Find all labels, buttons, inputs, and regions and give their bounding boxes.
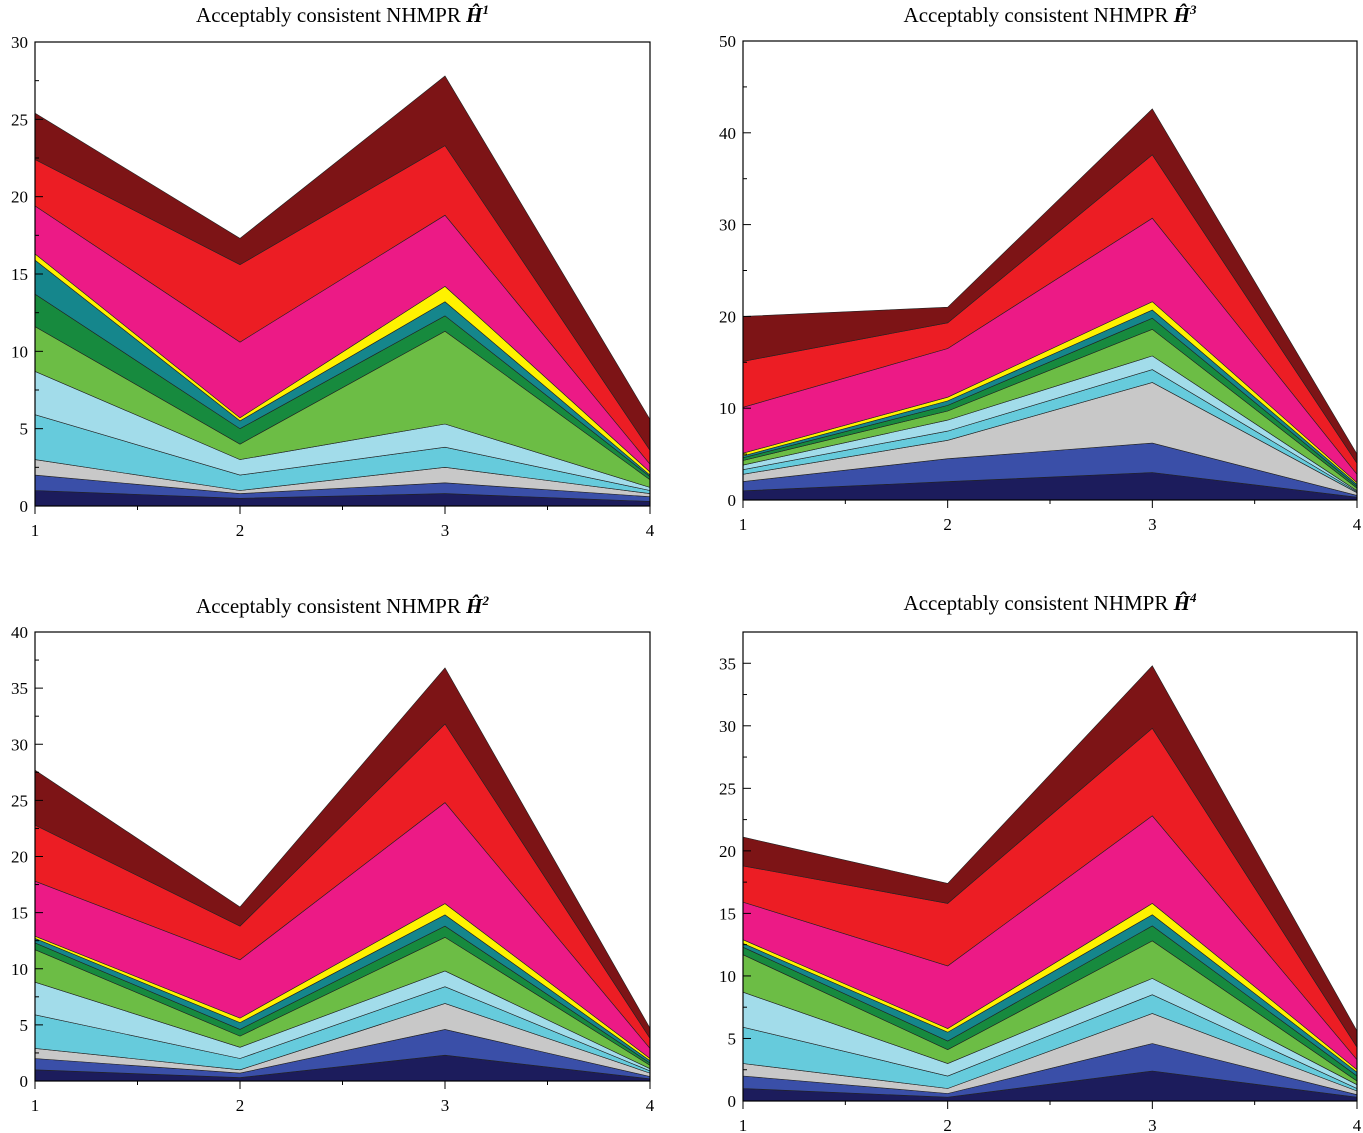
- chart-title-text: Acceptably consistent NHMPR: [196, 594, 466, 618]
- chart-title-superscript: 3: [1189, 2, 1197, 17]
- y-tick-label: 20: [719, 842, 736, 861]
- x-tick-label: 2: [236, 1096, 245, 1115]
- y-tick-label: 5: [20, 1016, 29, 1035]
- y-tick-label: 20: [11, 188, 28, 207]
- x-tick-label: 4: [646, 521, 655, 540]
- chart-title-symbol: Ĥ: [465, 3, 483, 27]
- y-tick-label: 30: [11, 33, 28, 52]
- chart-panel-1: 0 5 10 15 20 25 30 1 2 3 4 Acceptably consistent NH…: [11, 2, 655, 540]
- x-tick-label: 1: [31, 1096, 40, 1115]
- y-tick-label: 5: [20, 420, 29, 439]
- y-tick-label: 0: [728, 491, 737, 510]
- y-tick-label: 35: [11, 679, 28, 698]
- y-tick-label: 40: [719, 124, 736, 143]
- chart-title: Acceptably consistent NHMPR Ĥ3: [904, 2, 1197, 27]
- y-tick-label: 10: [719, 967, 736, 986]
- y-tick-label: 25: [11, 110, 28, 129]
- y-tick-label: 50: [719, 32, 736, 51]
- y-tick-label: 25: [11, 791, 28, 810]
- y-tick-label: 30: [11, 735, 28, 754]
- chart-title: Acceptably consistent NHMPR Ĥ1: [196, 2, 489, 27]
- chart-title-superscript: 2: [481, 593, 489, 608]
- y-tick-label: 5: [728, 1029, 737, 1048]
- chart-title-symbol: Ĥ: [465, 594, 483, 618]
- x-tick-label: 2: [943, 1116, 952, 1133]
- y-tick-label: 30: [719, 216, 736, 235]
- y-tick-label: 10: [719, 399, 736, 418]
- chart-title-symbol: Ĥ: [1173, 591, 1191, 615]
- y-tick-label: 10: [11, 960, 28, 979]
- chart-title-superscript: 1: [482, 2, 489, 17]
- chart-panel-2: 0 10 20 30 40 50 1 2 3 4 Acceptably consistent NHM…: [719, 2, 1362, 534]
- y-tick-label: 15: [11, 904, 28, 923]
- x-tick-label: 1: [31, 521, 40, 540]
- chart-title: Acceptably consistent NHMPR Ĥ2: [196, 593, 489, 618]
- x-tick-label: 1: [739, 1116, 748, 1133]
- x-tick-label: 2: [236, 521, 245, 540]
- y-tick-label: 35: [719, 654, 736, 673]
- chart-title-superscript: 4: [1189, 590, 1197, 605]
- y-tick-label: 10: [11, 342, 28, 361]
- chart-title-text: Acceptably consistent NHMPR: [904, 3, 1174, 27]
- x-tick-label: 3: [441, 1096, 450, 1115]
- chart-panel-3: 0 5 10 15 20 25 30 35 40 1 2 3 4 Acceptably consisten…: [11, 593, 655, 1115]
- y-tick-label: 15: [719, 904, 736, 923]
- chart-title-symbol: Ĥ: [1173, 3, 1191, 27]
- x-tick-label: 1: [739, 515, 748, 534]
- x-tick-label: 4: [646, 1096, 655, 1115]
- y-tick-label: 20: [11, 848, 28, 867]
- x-tick-label: 2: [943, 515, 952, 534]
- y-tick-label: 25: [719, 779, 736, 798]
- y-tick-label: 0: [20, 1072, 29, 1091]
- x-tick-label: 4: [1353, 515, 1362, 534]
- chart-title: Acceptably consistent NHMPR Ĥ4: [904, 590, 1197, 615]
- x-tick-label: 3: [441, 521, 450, 540]
- chart-title-text: Acceptably consistent NHMPR: [904, 591, 1174, 615]
- y-tick-label: 0: [20, 497, 29, 516]
- x-tick-label: 3: [1148, 1116, 1157, 1133]
- y-tick-label: 40: [11, 623, 28, 642]
- x-tick-label: 3: [1148, 515, 1157, 534]
- y-tick-label: 20: [719, 307, 736, 326]
- y-tick-label: 15: [11, 265, 28, 284]
- y-tick-label: 30: [719, 717, 736, 736]
- y-tick-label: 0: [728, 1092, 737, 1111]
- chart-title-text: Acceptably consistent NHMPR: [196, 3, 466, 27]
- x-tick-label: 4: [1353, 1116, 1362, 1133]
